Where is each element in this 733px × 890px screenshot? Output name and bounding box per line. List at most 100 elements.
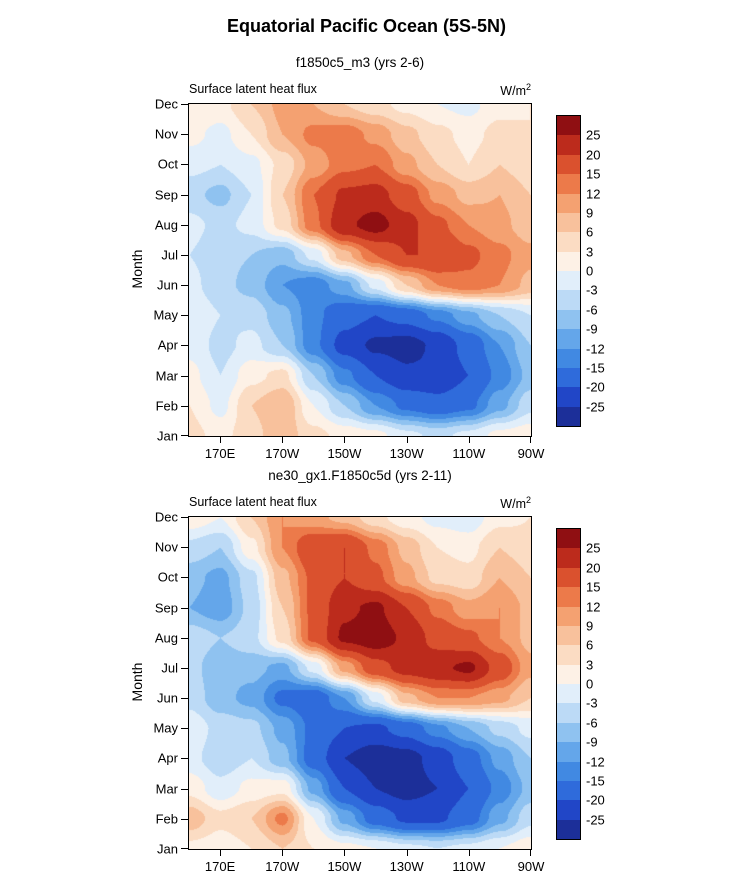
y-tick-label: Sep (154, 600, 178, 616)
colorbar-label: -20 (586, 379, 605, 395)
colorbar-label: -9 (586, 321, 598, 337)
colorbar-segment (557, 232, 580, 252)
y-tick-mark (181, 788, 188, 790)
colorbar-label: 0 (586, 676, 594, 692)
plot-area (188, 516, 532, 850)
colorbar-label: -9 (586, 734, 598, 750)
y-tick-mark (181, 104, 188, 105)
colorbar-segment (557, 387, 580, 407)
colorbar-label: 20 (586, 560, 601, 576)
y-tick-marks (181, 517, 188, 849)
x-tick-mark (468, 850, 470, 856)
y-tick-label: Mar (155, 781, 178, 797)
colorbar-label: -20 (586, 792, 605, 808)
y-tick-mark (181, 758, 188, 760)
field-label: Surface latent heat flux (189, 495, 317, 509)
y-tick-mark (181, 698, 188, 700)
x-tick-label: 110W (452, 859, 486, 874)
y-tick-label: Jul (161, 247, 178, 263)
colorbar-segment (557, 251, 580, 271)
y-tick-label: Sep (154, 187, 178, 203)
y-tick-label: Jun (157, 690, 178, 706)
colorbar-segment (557, 529, 580, 549)
x-tick-label: 130W (389, 859, 424, 874)
colorbar-segment (557, 645, 580, 665)
y-tick-labels: Jan Feb Mar Apr May Jun Jul Aug Sep Oct Nov Dec (0, 510, 178, 857)
x-tick-label: 170W (265, 446, 300, 461)
colorbar-labels: 25 20 15 12 9 6 3 0 -3 -6 -9 -12 -15 -20 -25 (586, 116, 630, 426)
y-tick-label: Jul (161, 660, 178, 676)
y-tick-mark (181, 194, 188, 196)
y-tick-mark (181, 315, 188, 317)
field-label: Surface latent heat flux (189, 82, 317, 96)
panel-2: ne30_gx1.F1850c5d (yrs 2-11) Surface lat… (0, 468, 733, 880)
x-tick-marks (189, 850, 531, 856)
x-tick-label: 90W (517, 859, 545, 874)
colorbar-segment (557, 290, 580, 310)
y-tick-label: Oct (157, 569, 178, 585)
x-tick-mark (344, 437, 346, 443)
y-tick-mark (181, 435, 188, 436)
colorbar-label: -12 (586, 341, 605, 356)
x-tick-label: 170E (204, 446, 236, 461)
y-tick-label: May (153, 307, 178, 323)
x-tick-mark (282, 437, 284, 443)
y-tick-label: Aug (154, 217, 178, 233)
colorbar-segment (557, 406, 580, 426)
colorbar-label: -15 (586, 360, 605, 376)
colorbar-label: 12 (586, 186, 601, 201)
colorbar-label: -25 (586, 399, 605, 415)
y-tick-label: May (153, 720, 178, 736)
colorbar-label: -6 (586, 715, 598, 731)
y-tick-label: Feb (155, 398, 178, 414)
y-tick-label: Aug (154, 630, 178, 646)
y-tick-label: Dec (154, 509, 178, 525)
plot-header: Surface latent heat flux W/m2 (189, 82, 531, 98)
y-tick-label: Nov (154, 539, 178, 555)
colorbar-segment (557, 348, 580, 368)
y-tick-marks (181, 104, 188, 436)
y-tick-label: Feb (155, 811, 178, 827)
y-tick-label: Dec (154, 96, 178, 112)
colorbar-label: 0 (586, 263, 594, 279)
colorbar-label: -3 (586, 282, 598, 298)
colorbar (556, 528, 581, 840)
x-tick-mark (530, 850, 531, 856)
colorbar-label: 6 (586, 224, 594, 240)
colorbar-segment (557, 625, 580, 646)
colorbar-segment (557, 548, 580, 568)
y-tick-mark (181, 728, 188, 730)
colorbar-label: -12 (586, 754, 605, 769)
colorbar-label: 15 (586, 166, 601, 182)
y-tick-mark (181, 134, 188, 136)
plot-area (188, 103, 532, 437)
panel-subtitle: f1850c5_m3 (yrs 2-6) (295, 55, 425, 70)
colorbar-segment (557, 154, 580, 175)
colorbar-label: 3 (586, 244, 594, 260)
x-tick-mark (406, 850, 408, 856)
x-tick-mark (344, 850, 346, 856)
y-tick-mark (181, 285, 188, 287)
y-tick-labels: Jan Feb Mar Apr May Jun Jul Aug Sep Oct Nov Dec (0, 97, 178, 444)
colorbar-segment (557, 329, 580, 349)
colorbar-segment (557, 800, 580, 820)
heatmap-canvas (189, 104, 531, 436)
y-tick-mark (181, 848, 188, 849)
panel-subtitle: ne30_gx1.F1850c5d (yrs 2-11) (268, 468, 452, 483)
colorbar-label: 6 (586, 637, 594, 653)
colorbar-segment (557, 135, 580, 155)
y-tick-mark (181, 254, 188, 256)
y-tick-label: Jun (157, 277, 178, 293)
x-tick-labels: 170E 170W 150W 130W 110W 90W (189, 859, 544, 875)
y-tick-label: Jan (157, 841, 178, 857)
x-tick-mark (220, 850, 222, 856)
colorbar-segment (557, 606, 580, 626)
y-tick-mark (181, 547, 188, 549)
y-tick-mark (181, 517, 188, 518)
colorbar-segment (557, 684, 580, 704)
y-tick-label: Oct (157, 156, 178, 172)
y-tick-label: Jan (157, 428, 178, 444)
colorbar-segment (557, 587, 580, 607)
colorbar-label: 9 (586, 205, 594, 221)
